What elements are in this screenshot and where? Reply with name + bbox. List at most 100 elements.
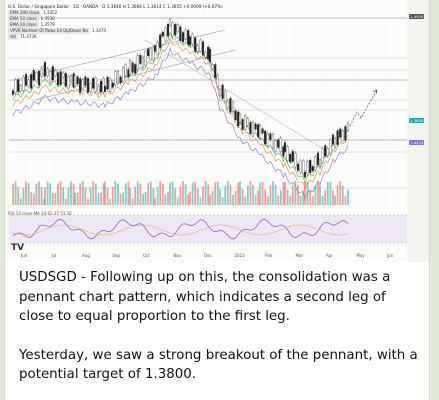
candle-body <box>226 100 229 109</box>
indicator-vpvr[interactable]: VPVR Number Of Rows 24 Up/Down No 1.3474 <box>8 28 106 34</box>
volume-bar <box>274 184 277 205</box>
x-axis-tick-label: Sep <box>113 253 121 258</box>
candle-body <box>336 130 339 145</box>
volume-bar <box>40 187 43 205</box>
candle-body <box>339 128 342 138</box>
price-axis <box>407 0 429 262</box>
candle-body <box>191 33 194 45</box>
x-axis-tick-label: Apr <box>326 253 333 258</box>
candle-body <box>147 48 150 57</box>
candle-body <box>289 154 292 163</box>
volume-bar <box>22 187 25 205</box>
volume-bar <box>246 185 249 205</box>
candle-body <box>238 114 242 123</box>
candle-body <box>309 159 312 173</box>
volume-bar <box>326 182 329 205</box>
candle-body <box>51 66 54 81</box>
volume-bar <box>304 182 306 205</box>
x-axis-tick-label: Oct <box>143 253 150 258</box>
volume-bar <box>261 181 264 205</box>
indicator-volume[interactable]: Vol 71.473K <box>8 34 37 40</box>
volume-bar <box>49 183 52 205</box>
indicator-ema20[interactable]: EMA 20 close 1.3579 <box>8 22 55 28</box>
candle-body <box>69 75 73 82</box>
x-axis-tick-label: Feb <box>265 253 273 258</box>
candle-body <box>221 84 224 99</box>
candle-body <box>331 134 335 145</box>
volume-bar <box>219 188 221 205</box>
candle-body <box>269 133 272 140</box>
candle-body <box>291 151 294 162</box>
candle-body <box>302 160 305 175</box>
indicator-ema50[interactable]: EMA 50 close 1.3530 <box>8 16 55 22</box>
volume-bar <box>122 192 125 205</box>
volume-bar <box>224 185 227 205</box>
candle-body <box>111 82 114 88</box>
volume-bar <box>25 181 27 205</box>
price-badge-high: 1.4500 <box>409 14 425 19</box>
candle-body <box>249 122 252 134</box>
candle-body <box>314 156 317 171</box>
candle-body <box>92 78 95 89</box>
volume-bar <box>57 183 59 205</box>
volume-bar <box>169 182 171 205</box>
candle-body <box>324 145 327 157</box>
volume-bar <box>46 181 49 205</box>
indicator-ema200[interactable]: EMA 200 close 1.3452 <box>8 10 58 16</box>
volume-bar <box>44 187 46 205</box>
x-axis-tick-label: 2023 <box>235 253 246 258</box>
ema20-line <box>12 31 349 185</box>
volume-bar <box>129 187 131 205</box>
volume-bar <box>79 183 82 205</box>
candle-body <box>102 78 105 92</box>
volume-bar <box>72 183 75 205</box>
candle-body <box>149 48 152 61</box>
candle-body <box>49 70 52 83</box>
volume-bar <box>127 181 130 205</box>
candle-body <box>241 119 244 130</box>
volume-bar <box>106 187 109 205</box>
volume-bar <box>12 183 14 205</box>
volume-bar <box>216 181 219 205</box>
projection-arrow <box>372 89 378 95</box>
candle-body <box>283 142 287 152</box>
candle-body <box>116 71 120 84</box>
post-text: USDSGD - Following up on this, the conso… <box>19 268 419 400</box>
candle-body <box>141 56 145 68</box>
volume-bar <box>272 181 274 205</box>
volume-bar <box>76 192 79 205</box>
price-chart[interactable]: Jun Jul Aug Sep Oct Nov Dec 2023 Feb Mar Apr May Jun… <box>5 0 429 262</box>
x-axis-tick-label: Jun <box>20 253 28 258</box>
volume-bar <box>62 187 65 205</box>
candle-body <box>103 86 107 92</box>
volume-bar <box>194 181 197 205</box>
candle-body <box>258 125 262 139</box>
candle-body <box>62 72 65 78</box>
candle-body <box>237 111 240 127</box>
candle-body <box>81 79 84 90</box>
volume-bar <box>179 186 182 205</box>
candle-body <box>128 60 132 75</box>
candle-body <box>194 37 197 52</box>
candle-body <box>37 71 41 86</box>
volume-bar <box>184 184 187 205</box>
volume-bar <box>289 196 292 205</box>
candle-body <box>54 70 57 77</box>
candle-body <box>277 139 280 148</box>
candle-body <box>251 122 255 137</box>
volume-bar <box>291 185 294 205</box>
candle-body <box>109 78 112 92</box>
candle-body <box>114 71 117 85</box>
candle-body <box>43 62 47 77</box>
candle-body <box>303 171 307 178</box>
volume-bar <box>239 181 241 205</box>
candle-body <box>86 78 90 93</box>
volume-bar <box>341 185 344 205</box>
candle-body <box>64 73 67 87</box>
volume-bar <box>100 192 102 205</box>
volume-bar <box>347 189 349 205</box>
volume-bar <box>81 181 84 205</box>
candle-body <box>22 76 25 91</box>
volume-bar <box>38 181 40 205</box>
volume-bar <box>119 193 122 205</box>
